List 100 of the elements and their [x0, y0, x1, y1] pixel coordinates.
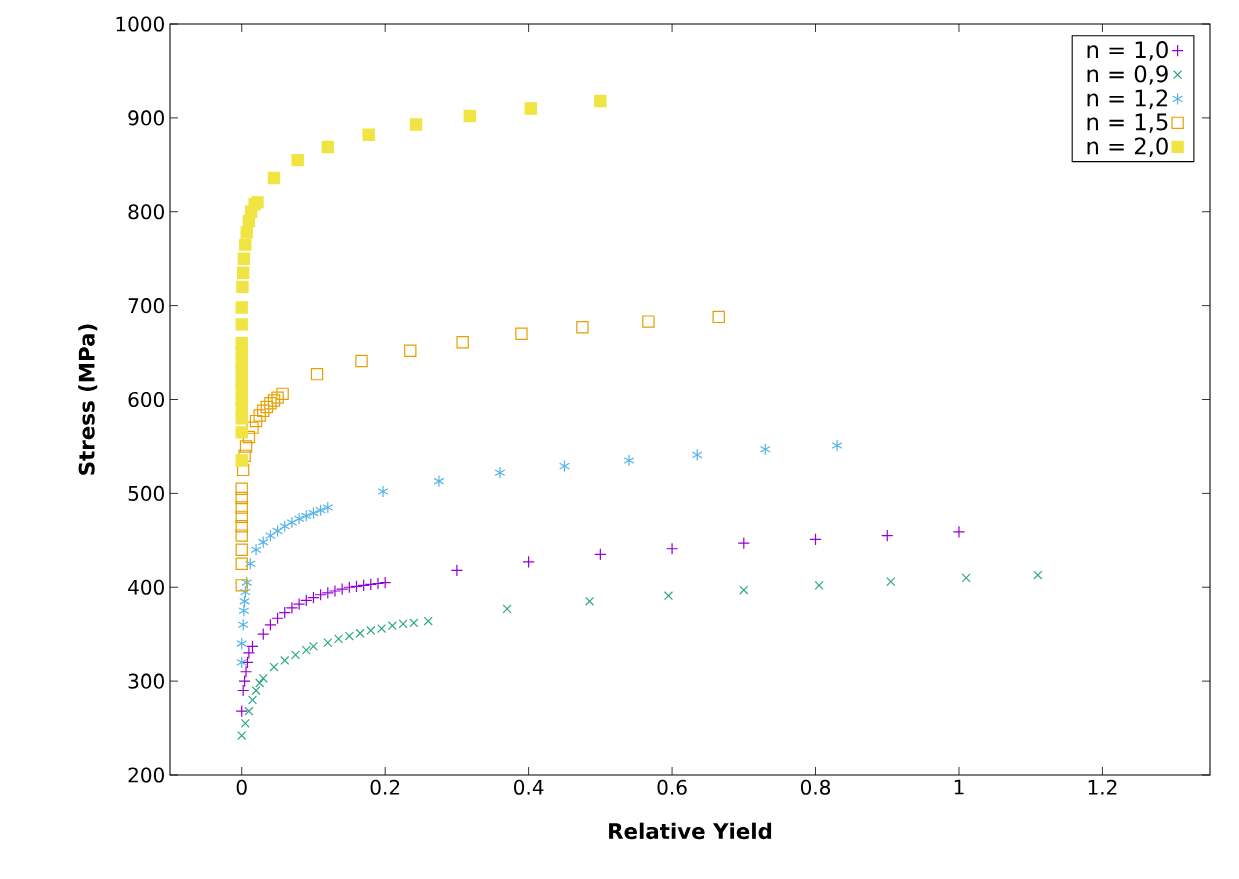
point: [250, 543, 262, 556]
point: [246, 421, 259, 434]
point: [235, 491, 248, 505]
y-tick-label: 500: [128, 485, 164, 501]
point: [343, 581, 356, 594]
point: [280, 655, 290, 666]
point: [291, 153, 304, 167]
point: [387, 621, 397, 631]
point: [279, 520, 291, 533]
x-tick-label: 1.2: [1088, 779, 1117, 795]
point: [240, 718, 250, 728]
point: [712, 310, 725, 324]
point: [269, 662, 279, 672]
point: [642, 315, 655, 328]
point: [290, 650, 301, 660]
point: [235, 520, 248, 533]
point: [456, 336, 469, 349]
point: [315, 504, 327, 517]
point: [524, 102, 537, 115]
point: [623, 454, 635, 467]
point: [378, 576, 392, 589]
x-tick-label: 0: [236, 779, 247, 795]
point: [239, 595, 251, 608]
point: [251, 685, 261, 696]
point: [364, 578, 378, 591]
point: [235, 336, 248, 350]
y-tick-label: 300: [128, 673, 164, 689]
point: [249, 414, 263, 428]
point: [594, 94, 607, 108]
point: [377, 485, 389, 498]
point: [271, 612, 284, 625]
point: [404, 344, 417, 357]
point: [236, 266, 250, 279]
point: [355, 628, 365, 638]
point: [502, 604, 512, 614]
point: [585, 596, 595, 606]
point: [235, 426, 248, 439]
point: [366, 625, 376, 635]
x-tick-label: 0.2: [370, 779, 400, 795]
point: [881, 529, 894, 542]
point: [257, 404, 270, 417]
point: [267, 394, 281, 407]
point: [355, 354, 368, 368]
y-tick-label: 400: [128, 579, 164, 595]
point: [321, 140, 334, 154]
y-tick-label: 700: [128, 298, 164, 314]
point: [737, 536, 750, 550]
point: [515, 327, 528, 340]
point: [264, 529, 276, 542]
y-tick-label: 600: [128, 391, 164, 408]
point: [235, 579, 248, 592]
point: [244, 706, 254, 716]
legend-label: n = 1,0: [1087, 41, 1168, 61]
point: [237, 618, 249, 631]
point: [257, 627, 270, 641]
point: [321, 586, 334, 600]
point: [235, 543, 248, 556]
point: [371, 577, 385, 590]
point: [239, 238, 252, 251]
point: [260, 400, 274, 414]
legend-label: n = 1,2: [1087, 89, 1168, 109]
point: [310, 367, 324, 381]
point: [323, 638, 333, 648]
point: [235, 529, 248, 542]
point: [235, 482, 248, 495]
y-tick-label: 200: [128, 767, 164, 783]
point: [433, 474, 445, 488]
point: [357, 579, 370, 592]
point: [244, 557, 256, 570]
y-tick-label: 900: [128, 110, 164, 126]
point: [267, 171, 281, 185]
point: [235, 301, 248, 314]
point: [886, 577, 896, 587]
legend-label: n = 2,0: [1087, 137, 1168, 157]
point: [237, 731, 247, 741]
point: [271, 391, 284, 404]
point: [236, 280, 249, 294]
point: [522, 555, 535, 569]
point: [301, 645, 311, 655]
legend-label: n = 1,5: [1087, 113, 1168, 133]
x-tick-label: 0.4: [514, 779, 544, 795]
point: [236, 463, 250, 477]
point: [322, 501, 334, 514]
point: [559, 459, 570, 473]
point: [362, 128, 375, 141]
point: [235, 510, 248, 524]
point: [300, 509, 312, 523]
y-tick-label: 1000: [116, 16, 164, 32]
point: [235, 557, 248, 570]
point: [691, 448, 703, 462]
point: [247, 695, 258, 705]
point: [241, 656, 254, 669]
point: [739, 585, 749, 595]
point: [350, 580, 363, 593]
point: [463, 109, 477, 123]
point: [236, 684, 250, 697]
legend-label: n = 0,9: [1087, 65, 1168, 85]
point: [663, 591, 674, 601]
point: [665, 542, 679, 555]
point: [377, 624, 387, 634]
